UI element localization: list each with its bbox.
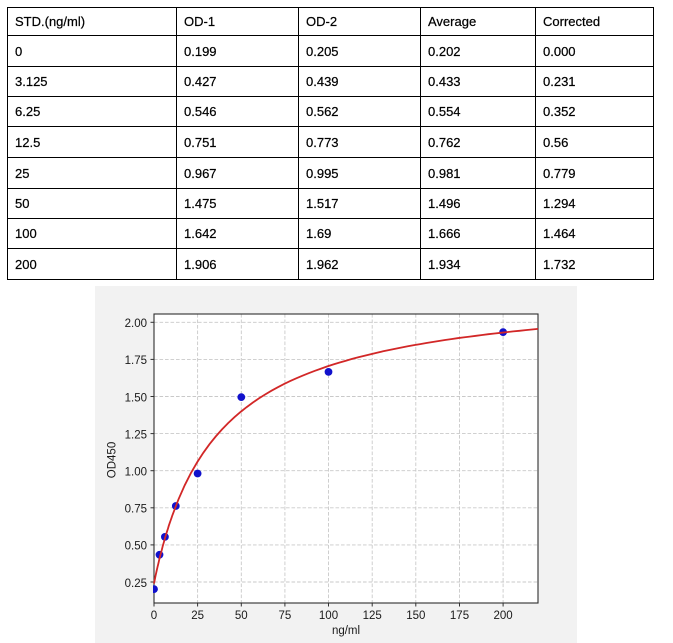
svg-text:0.25: 0.25 <box>125 578 147 590</box>
svg-text:200: 200 <box>494 610 513 622</box>
svg-text:ng/ml: ng/ml <box>332 625 360 637</box>
svg-text:100: 100 <box>319 610 338 622</box>
svg-text:1.25: 1.25 <box>125 429 147 441</box>
svg-text:50: 50 <box>235 610 248 622</box>
svg-text:175: 175 <box>450 610 469 622</box>
svg-text:75: 75 <box>279 610 292 622</box>
svg-text:1.50: 1.50 <box>125 392 147 404</box>
svg-text:0.75: 0.75 <box>125 504 147 516</box>
svg-text:2.00: 2.00 <box>125 318 147 330</box>
svg-text:1.00: 1.00 <box>125 467 147 479</box>
svg-text:150: 150 <box>406 610 425 622</box>
svg-text:1.75: 1.75 <box>125 355 147 367</box>
svg-text:OD450: OD450 <box>107 442 119 478</box>
svg-text:25: 25 <box>191 610 204 622</box>
svg-text:0.50: 0.50 <box>125 541 147 553</box>
svg-text:125: 125 <box>363 610 382 622</box>
svg-text:0: 0 <box>151 610 157 622</box>
